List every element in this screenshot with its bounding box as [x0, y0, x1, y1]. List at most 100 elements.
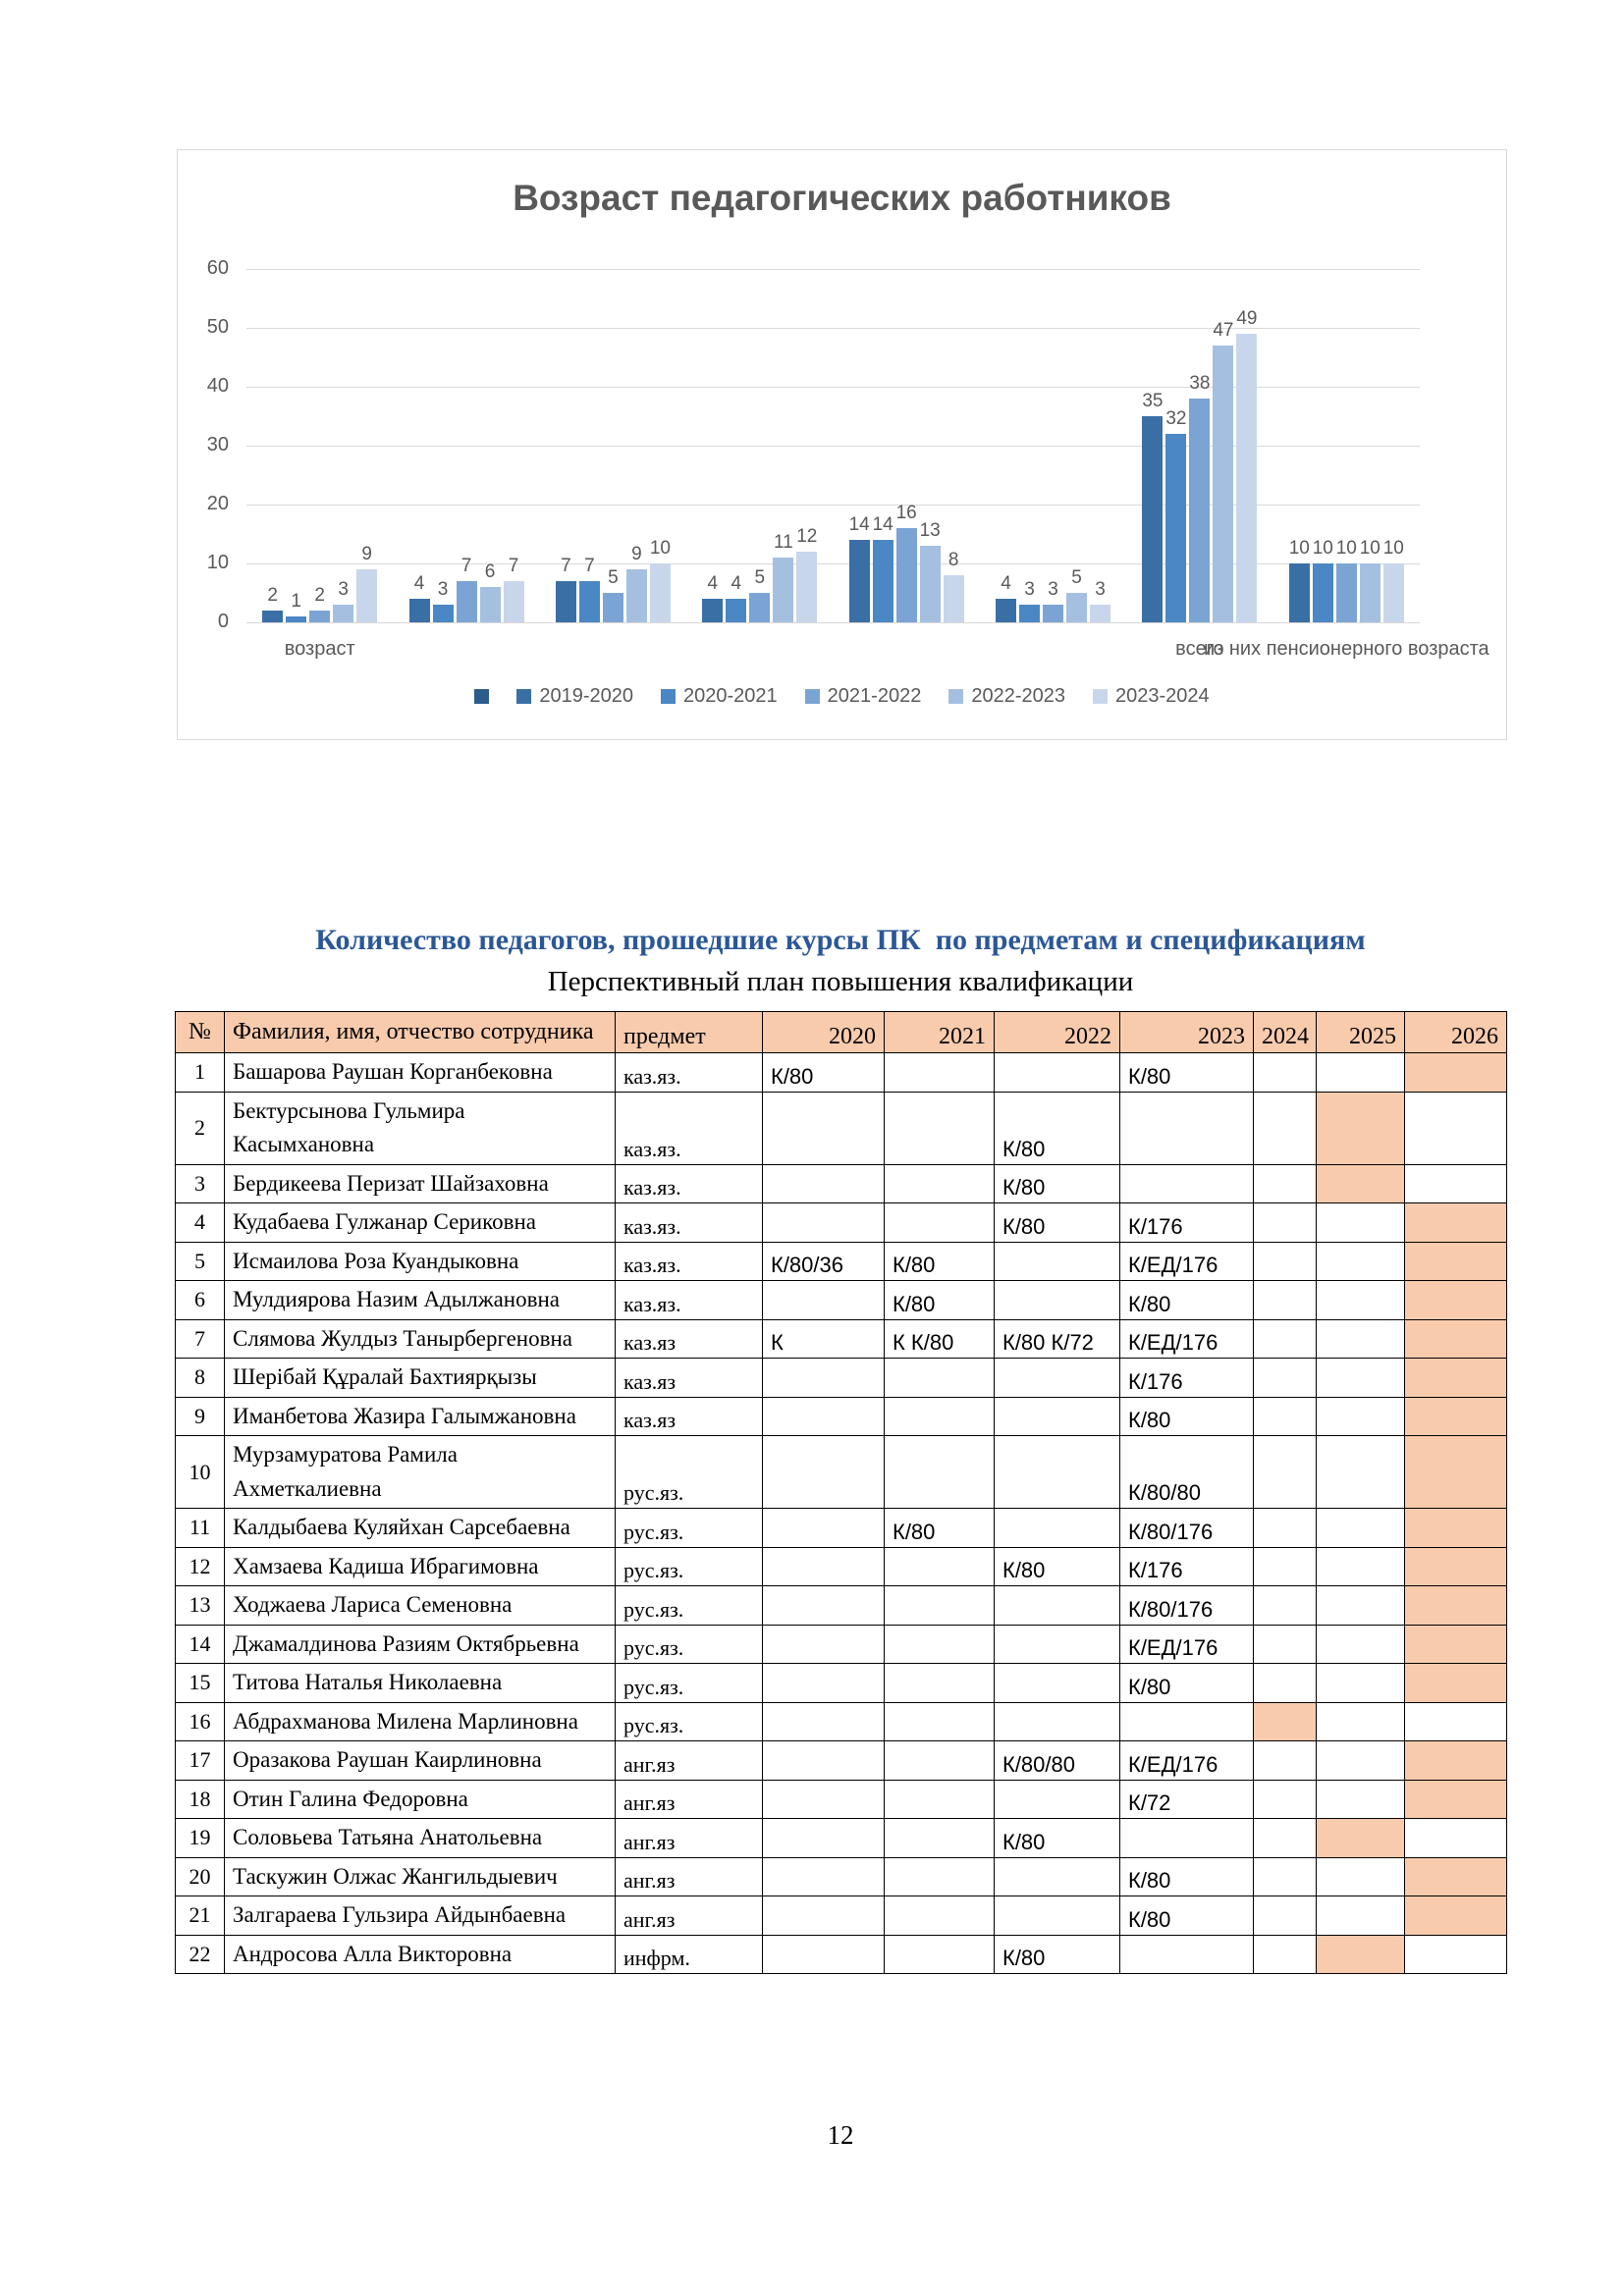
table-cell-y2024	[1253, 1091, 1317, 1165]
table-cell-y2020	[762, 1202, 885, 1243]
table-cell-y2025	[1316, 1508, 1405, 1548]
table-cell-n: 13	[175, 1585, 225, 1626]
table-row: 6 Мулдиярова Назим Адылжановна каз.яз. К/80…	[175, 1280, 1507, 1320]
table-cell-y2025	[1316, 1202, 1405, 1243]
bar-value-label: 3	[1048, 579, 1058, 600]
bar-value-label: 9	[361, 544, 372, 564]
table-cell-y2025	[1316, 1318, 1405, 1360]
table-cell-subject: каз.яз.	[615, 1163, 763, 1204]
table-cell-y2023	[1119, 1818, 1254, 1858]
table-cell-y2021	[884, 1091, 995, 1165]
legend-swatch-icon	[474, 689, 490, 704]
table-row: 16 Абдрахманова Милена Марлиновна рус.яз.	[175, 1701, 1507, 1742]
table-cell-y2023: К/80	[1119, 1396, 1254, 1437]
table-cell-subject: анг.яз	[615, 1740, 763, 1781]
bar	[726, 599, 747, 622]
table-cell-name: Башарова Раушан Корганбековна	[224, 1052, 616, 1093]
table-cell-y2023: К/80	[1119, 1896, 1254, 1936]
table-cell-y2020	[762, 1280, 885, 1320]
table-cell-y2024	[1253, 1280, 1317, 1320]
table-cell-y2020	[762, 1546, 885, 1587]
bar-value-label: 38	[1189, 373, 1211, 394]
table-cell-y2020	[762, 1435, 885, 1510]
legend-label: 2020-2021	[683, 685, 778, 707]
bar	[356, 569, 378, 622]
table-row: 20 Таскужин Олжас Жангильдыевич анг.яз К/80	[175, 1856, 1507, 1897]
bar-value-label: 7	[460, 556, 472, 576]
table-cell-y2021	[884, 1585, 995, 1626]
table-cell-y2024	[1253, 1779, 1317, 1820]
table-cell-n: 5	[175, 1241, 225, 1282]
bar	[1312, 563, 1333, 622]
y-tick-label: 30	[206, 434, 229, 455]
bar	[1165, 434, 1187, 622]
table-cell-subject: каз.яз.	[615, 1091, 763, 1165]
y-tick-label: 40	[206, 375, 229, 397]
table-cell-y2023	[1119, 1163, 1254, 1204]
table-cell-n: 15	[175, 1663, 225, 1703]
legend-item	[474, 689, 490, 704]
table-cell-y2026	[1404, 1546, 1507, 1587]
table-cell-y2020	[762, 1663, 885, 1703]
bar-value-label: 2	[267, 585, 278, 606]
bar-value-label: 32	[1165, 408, 1187, 429]
table-cell-y2021: К/80	[884, 1508, 995, 1548]
table-cell-y2021	[884, 1202, 995, 1243]
table-cell-y2023	[1119, 1934, 1254, 1975]
table-cell-y2022: К/80	[994, 1934, 1120, 1975]
table-cell-y2026	[1404, 1241, 1507, 1282]
table-cell-y2026	[1404, 1856, 1507, 1897]
bar-value-label: 1	[291, 591, 301, 612]
table-cell-y2020	[762, 1585, 885, 1626]
table-cell-name: Мулдиярова Назим Адылжановна	[224, 1280, 616, 1320]
table-cell-y2026	[1404, 1740, 1507, 1781]
table-cell-name: Мурзамуратова Рамила Ахметкалиевна	[224, 1435, 616, 1510]
table-header-cell: предмет	[615, 1010, 763, 1054]
bar	[432, 605, 454, 622]
bar	[872, 540, 893, 622]
table-cell-y2023: К/80	[1119, 1280, 1254, 1320]
table-cell-y2025	[1316, 1241, 1405, 1282]
bar-value-label: 4	[1001, 573, 1011, 594]
legend-swatch-icon	[516, 689, 532, 704]
table-cell-y2023: К/ЕД/176	[1119, 1740, 1254, 1781]
table-cell-y2024	[1253, 1856, 1317, 1897]
table-cell-name: Соловьева Татьяна Анатольевна	[224, 1818, 616, 1858]
table-cell-y2023: К/ЕД/176	[1119, 1241, 1254, 1282]
table-header-cell: 2024	[1253, 1010, 1317, 1054]
table-cell-y2023	[1119, 1701, 1254, 1742]
table-cell-y2020: К/80	[762, 1052, 885, 1093]
table-cell-n: 22	[175, 1934, 225, 1975]
bar	[578, 581, 600, 622]
table-cell-subject: анг.яз	[615, 1856, 763, 1897]
legend-item: 2019-2020	[516, 685, 633, 708]
table-cell-subject: инфрм.	[615, 1934, 763, 1975]
table-cell-y2020	[762, 1818, 885, 1858]
table-cell-y2025	[1316, 1052, 1405, 1093]
legend-swatch-icon	[804, 689, 820, 704]
y-tick-label: 20	[206, 493, 229, 514]
table-cell-subject: рус.яз.	[615, 1701, 763, 1742]
y-gridline	[246, 505, 1420, 506]
table-cell-name: Таскужин Олжас Жангильдыевич	[224, 1856, 616, 1897]
table-cell-n: 21	[175, 1896, 225, 1936]
table-row: 13 Ходжаева Лариса Семеновна рус.яз. К/80/1…	[175, 1585, 1507, 1626]
table-cell-y2023: К/80	[1119, 1052, 1254, 1093]
bar	[1189, 399, 1211, 622]
table-cell-y2024	[1253, 1934, 1317, 1975]
table-cell-y2026	[1404, 1934, 1507, 1975]
table-cell-subject: каз.яз	[615, 1318, 763, 1360]
table-cell-y2022	[994, 1052, 1120, 1093]
table-cell-y2026	[1404, 1163, 1507, 1204]
table-cell-n: 20	[175, 1856, 225, 1897]
bar-value-label: 2	[314, 585, 325, 606]
table-row: 2 Бектурсынова Гульмира Касымхановна каз.я…	[175, 1091, 1507, 1165]
bar	[625, 569, 647, 622]
bar-value-label: 47	[1213, 320, 1234, 341]
table-cell-y2025	[1316, 1856, 1405, 1897]
table-cell-y2022: К/80	[994, 1818, 1120, 1858]
table-cell-n: 11	[175, 1508, 225, 1548]
bar	[702, 599, 724, 622]
table-cell-y2026	[1404, 1052, 1507, 1093]
bar	[1288, 563, 1310, 622]
